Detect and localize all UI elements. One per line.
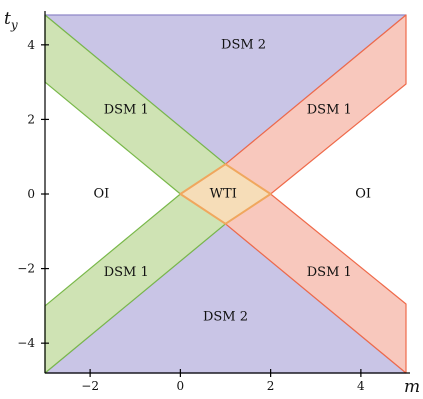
label-dsm2-bottom: DSM 2 xyxy=(203,310,248,325)
label-dsm1-lower-left: DSM 1 xyxy=(104,265,149,280)
label-dsm2-top: DSM 2 xyxy=(221,37,266,52)
y-axis-label: ty xyxy=(4,9,18,32)
y-axis-label-sub: y xyxy=(10,18,18,32)
x-tick-label: 2 xyxy=(267,379,275,393)
x-axis-label: m xyxy=(404,377,420,397)
y-tick-label: −2 xyxy=(17,262,35,276)
y-tick-label: 4 xyxy=(27,38,35,52)
y-tick-label: 0 xyxy=(27,187,35,201)
x-tick-label: 4 xyxy=(357,379,365,393)
x-tick-label: −2 xyxy=(81,379,99,393)
label-wti: WTI xyxy=(210,187,237,202)
regions-layer xyxy=(44,14,407,374)
y-tick-label: 2 xyxy=(27,112,35,126)
label-dsm1-lower-right: DSM 1 xyxy=(307,265,352,280)
label-dsm1-upper-left: DSM 1 xyxy=(104,103,149,118)
label-oi-left: OI xyxy=(94,187,110,202)
x-ticks: −2 0 2 4 xyxy=(81,369,365,393)
y-tick-label: −4 xyxy=(17,336,35,350)
labels-layer: DSM 2 DSM 2 DSM 1 DSM 1 DSM 1 DSM 1 WTI OI OI xyxy=(94,37,372,324)
region-wti xyxy=(179,163,272,225)
label-dsm1-upper-right: DSM 1 xyxy=(307,103,352,118)
y-ticks: 4 2 0 −2 −4 xyxy=(17,38,49,350)
axes-layer: −2 0 2 4 4 2 0 −2 −4 m ty xyxy=(4,9,420,397)
x-tick-label: 0 xyxy=(177,379,185,393)
label-oi-right: OI xyxy=(355,187,371,202)
y-axis-label-base: t xyxy=(4,9,11,29)
